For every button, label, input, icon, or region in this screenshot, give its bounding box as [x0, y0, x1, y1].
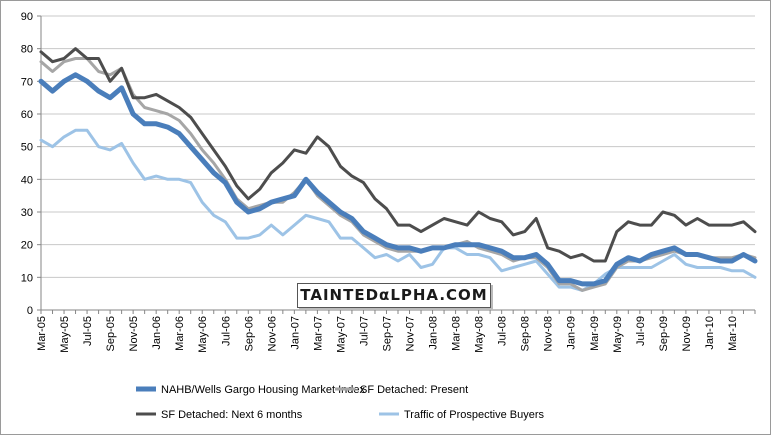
y-tick-label: 50 — [21, 142, 33, 154]
x-axis-tick-labels: Mar-05 May-05 Jul-05 Sep-05 Nov-05 Jan-06 Mar-… — [36, 316, 739, 353]
x-tick-label: May-09 — [612, 316, 624, 353]
x-tick-label: Jan-06 — [151, 316, 163, 350]
x-tick-label: Jul-09 — [635, 316, 647, 346]
x-tick-label: Jan-07 — [289, 316, 301, 350]
x-tick-label: Jul-05 — [82, 316, 94, 346]
axes — [37, 15, 756, 314]
x-tick-label: Sep-07 — [381, 316, 393, 351]
y-tick-label: 30 — [21, 207, 33, 219]
x-tick-label: Mar-08 — [451, 316, 463, 351]
series-line — [39, 47, 757, 263]
gridlines — [41, 15, 755, 278]
y-tick-label: 0 — [27, 305, 33, 317]
x-tick-label: Jul-08 — [497, 316, 509, 346]
x-tick-label: Nov-07 — [405, 316, 417, 351]
y-tick-label: 10 — [21, 272, 33, 284]
x-tick-label: Mar-09 — [589, 316, 601, 351]
x-tick-label: Nov-06 — [266, 316, 278, 351]
x-tick-label: Sep-05 — [105, 316, 117, 351]
x-tick-label: May-06 — [197, 316, 209, 353]
x-tick-label: Nov-09 — [681, 316, 693, 351]
series-line — [38, 72, 758, 287]
legend-label: NAHB/Wells Gargo Housing Market Index — [161, 384, 365, 396]
y-tick-label: 70 — [21, 76, 33, 88]
x-tick-label: Sep-08 — [520, 316, 532, 351]
x-tick-label: Sep-06 — [243, 316, 255, 351]
legend-label: Traffic of Prospective Buyers — [404, 409, 544, 421]
y-axis-tick-labels: 0 10 20 30 40 50 60 70 80 90 — [21, 11, 33, 317]
x-tick-label: May-07 — [335, 316, 347, 353]
x-tick-label: Sep-09 — [658, 316, 670, 351]
legend: NAHB/Wells Gargo Housing Market IndexSF … — [136, 384, 544, 421]
y-tick-label: 60 — [21, 109, 33, 121]
x-tick-label: May-05 — [59, 316, 71, 353]
x-tick-label: Jan-08 — [428, 316, 440, 350]
watermark-logo: TAINTEDαLPHA.COM — [297, 283, 491, 308]
x-tick-label: Nov-08 — [543, 316, 555, 351]
x-tick-label: Mar-10 — [727, 316, 739, 351]
y-tick-label: 40 — [21, 174, 33, 186]
x-tick-label: Mar-05 — [36, 316, 48, 351]
legend-label: SF Detached: Present — [360, 384, 468, 396]
y-tick-label: 80 — [21, 44, 33, 56]
x-tick-label: Jul-06 — [220, 316, 232, 346]
x-tick-label: Mar-06 — [174, 316, 186, 351]
x-tick-label: Jan-09 — [566, 316, 578, 350]
x-tick-label: Jul-07 — [358, 316, 370, 346]
series-lines — [38, 47, 758, 292]
y-tick-label: 20 — [21, 240, 33, 252]
series-line — [39, 128, 757, 292]
y-tick-label: 90 — [21, 11, 33, 23]
x-tick-label: Mar-07 — [312, 316, 324, 351]
x-tick-label: Jan-10 — [704, 316, 716, 350]
x-tick-label: Nov-05 — [128, 316, 140, 351]
x-tick-label: May-08 — [474, 316, 486, 353]
legend-label: SF Detached: Next 6 months — [161, 409, 303, 421]
